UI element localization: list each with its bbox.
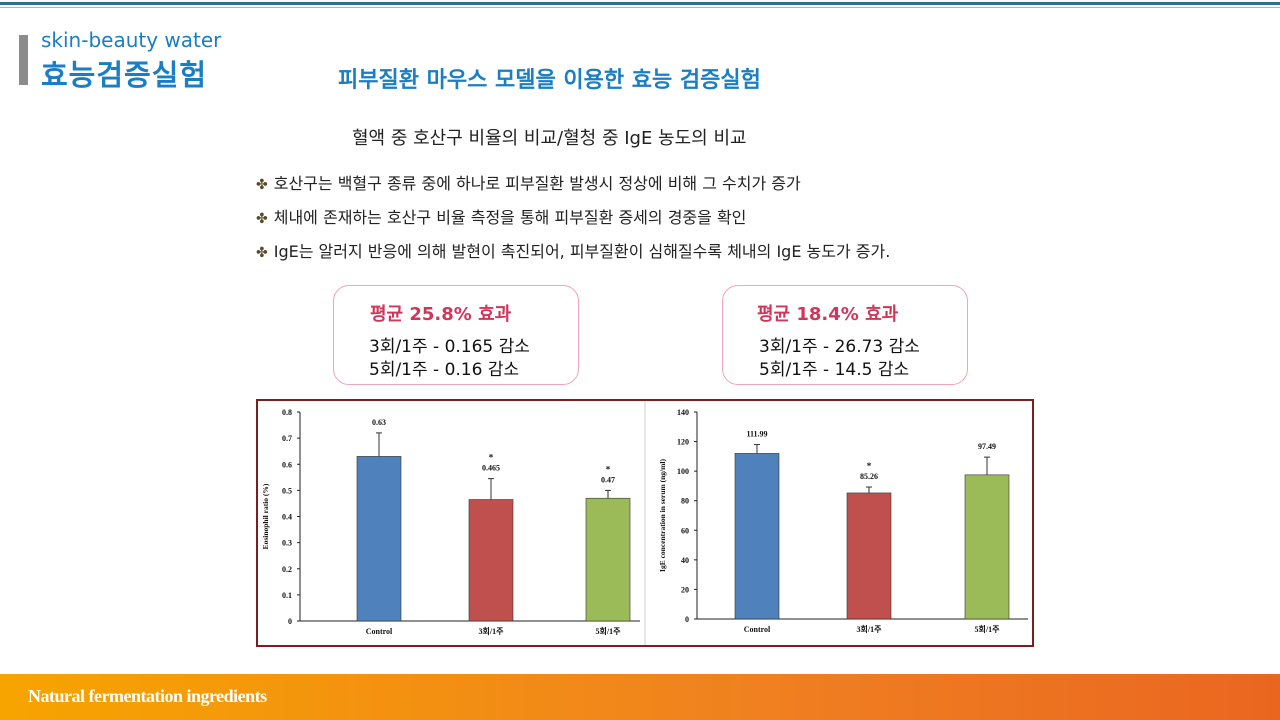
x-tick-label: Control (366, 627, 393, 636)
significance-mark: * (489, 453, 494, 463)
comparison-subtitle: 혈액 중 호산구 비율의 비교/혈청 중 IgE 농도의 비교 (352, 128, 747, 149)
bullet-item: ✤ 호산구는 백혈구 종류 중에 하나로 피부질환 발생시 정상에 비해 그 수치… (256, 172, 890, 206)
data-label: 0.63 (372, 418, 386, 427)
section-title: 효능검증실험 (41, 58, 208, 92)
clover-bullet-icon: ✤ (256, 177, 268, 193)
effect-line: 5회/1주 - 0.16 감소 (369, 360, 520, 380)
y-tick-label: 80 (681, 497, 689, 506)
effect-line: 3회/1주 - 26.73 감소 (759, 337, 920, 357)
data-label: 0.47 (601, 475, 615, 484)
bullet-item: ✤ IgE는 알러지 반응에 의해 발현이 촉진되어, 피부질환이 심해질수록 체… (256, 240, 890, 274)
significance-mark: * (606, 464, 611, 474)
bar (468, 499, 514, 622)
y-tick-label: 60 (681, 526, 689, 535)
y-tick-label: 0.8 (282, 408, 292, 417)
y-tick-label: 0.2 (282, 565, 292, 574)
bullet-text: 호산구는 백혈구 종류 중에 하나로 피부질환 발생시 정상에 비해 그 수치가… (273, 174, 801, 193)
eosinophil-effect-box: 평균 25.8% 효과 3회/1주 - 0.165 감소 5회/1주 - 0.1… (333, 285, 579, 385)
y-tick-label: 20 (681, 585, 689, 594)
x-tick-label: 3회/1주 (479, 626, 505, 636)
bullet-list: ✤ 호산구는 백혈구 종류 중에 하나로 피부질환 발생시 정상에 비해 그 수치… (256, 172, 890, 274)
y-tick-label: 100 (677, 467, 689, 476)
bar (356, 456, 402, 622)
y-tick-label: 0 (685, 615, 689, 624)
bullet-text: IgE는 알러지 반응에 의해 발현이 촉진되어, 피부질환이 심해질수록 체내… (273, 242, 891, 261)
effect-line: 5회/1주 - 14.5 감소 (759, 360, 910, 380)
x-tick-label: Control (744, 625, 771, 634)
footer-text: Natural fermentation ingredients (28, 686, 267, 706)
page-headline: 피부질환 마우스 모델을 이용한 효능 검증실험 (338, 68, 761, 93)
y-tick-label: 120 (677, 438, 689, 447)
charts-frame: 0 0.1 0.2 0.3 0.4 0.5 0.6 0.7 0.8 Eosinophil rati… (256, 399, 1034, 647)
ige-effect-box: 평균 18.4% 효과 3회/1주 - 26.73 감소 5회/1주 - 14.… (722, 285, 968, 385)
data-label: 111.99 (746, 430, 767, 439)
clover-bullet-icon: ✤ (256, 245, 268, 261)
x-tick-label: 5회/1주 (596, 626, 622, 636)
x-tick-label: 5회/1주 (975, 624, 1001, 634)
y-tick-label: 140 (677, 408, 689, 417)
y-tick-label: 0.3 (282, 539, 292, 548)
bullet-item: ✤ 체내에 존재하는 호산구 비율 측정을 통해 피부질환 증세의 경중을 확인 (256, 206, 890, 240)
bar (964, 474, 1010, 620)
title-accent-bar (19, 35, 28, 85)
data-label: 0.465 (482, 464, 500, 473)
y-tick-label: 0.5 (282, 486, 292, 495)
x-tick-label: 3회/1주 (857, 624, 883, 634)
y-tick-label: 0 (288, 617, 292, 626)
header-rule-thick (0, 2, 1280, 5)
y-tick-label: 0.7 (282, 434, 292, 443)
y-axis-title: IgE concentration in serum (ng/ml) (658, 459, 667, 572)
y-tick-label: 0.1 (282, 591, 292, 600)
effect-title: 평균 18.4% 효과 (757, 304, 899, 325)
y-axis-title: Eosinophil ratio (%) (261, 483, 270, 549)
data-label: 97.49 (978, 442, 996, 451)
header-rule-thin (0, 7, 1280, 8)
data-label: 85.26 (860, 472, 878, 481)
bar (585, 497, 631, 622)
y-tick-label: 0.6 (282, 460, 292, 469)
bar (734, 453, 780, 620)
clover-bullet-icon: ✤ (256, 211, 268, 227)
brand-subtitle: skin-beauty water (41, 28, 222, 52)
footer-bar: Natural fermentation ingredients (0, 674, 1280, 720)
effect-line: 3회/1주 - 0.165 감소 (369, 337, 530, 357)
effect-title: 평균 25.8% 효과 (370, 304, 512, 325)
bullet-text: 체내에 존재하는 호산구 비율 측정을 통해 피부질환 증세의 경중을 확인 (273, 208, 747, 227)
bar (846, 492, 892, 620)
y-tick-label: 0.4 (282, 513, 292, 522)
significance-mark: * (867, 461, 872, 471)
bar-charts-svg: 0 0.1 0.2 0.3 0.4 0.5 0.6 0.7 0.8 Eosinophil rati… (261, 401, 1028, 645)
y-tick-label: 40 (681, 556, 689, 565)
